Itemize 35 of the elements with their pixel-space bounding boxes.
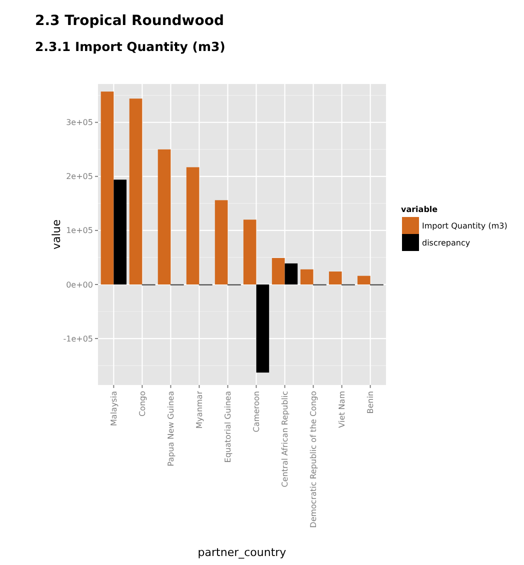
y-tick-label: 3e+05: [66, 118, 93, 128]
legend-label: discrepancy: [422, 238, 470, 248]
bar: [243, 220, 256, 284]
x-tick-label: Myanmar: [195, 390, 204, 429]
y-tick-label: 1e+05: [66, 226, 93, 236]
bar: [129, 98, 142, 284]
x-tick-label: Malaysia: [109, 390, 118, 426]
x-tick-label: Papua New Guinea: [166, 390, 176, 466]
x-tick-label: Cameroon: [252, 391, 262, 432]
x-tick-label: Democratic Republic of the Congo: [309, 390, 318, 528]
x-tick-label: Benin: [366, 391, 376, 414]
x-axis-title: partner_country: [198, 546, 287, 559]
y-tick-label: 0e+00: [66, 280, 93, 290]
bar: [214, 200, 228, 284]
x-tick-label: Central African Republic: [280, 391, 290, 488]
bar: [186, 167, 200, 284]
bar: [100, 92, 114, 284]
bar: [284, 263, 298, 284]
chart-subtitle: 2.3.1 Import Quantity (m3): [35, 39, 226, 54]
y-tick-label: -1e+05: [63, 334, 93, 344]
x-tick-label: Equatorial Guinea: [224, 390, 233, 463]
bar: [256, 284, 270, 373]
bar: [158, 149, 171, 284]
bar: [357, 276, 370, 284]
x-tick-label: Viet Nam: [338, 390, 347, 428]
bar: [328, 272, 342, 284]
legend-label: Import Quantity (m3): [422, 221, 508, 230]
bar: [114, 180, 127, 284]
bar: [272, 258, 285, 284]
y-axis-title: value: [50, 219, 63, 250]
x-tick-label: Congo: [138, 390, 147, 417]
legend-title: variable: [401, 205, 438, 214]
y-tick-label: 2e+05: [66, 172, 93, 182]
chart-title: 2.3 Tropical Roundwood: [35, 13, 224, 29]
bar: [300, 269, 314, 284]
